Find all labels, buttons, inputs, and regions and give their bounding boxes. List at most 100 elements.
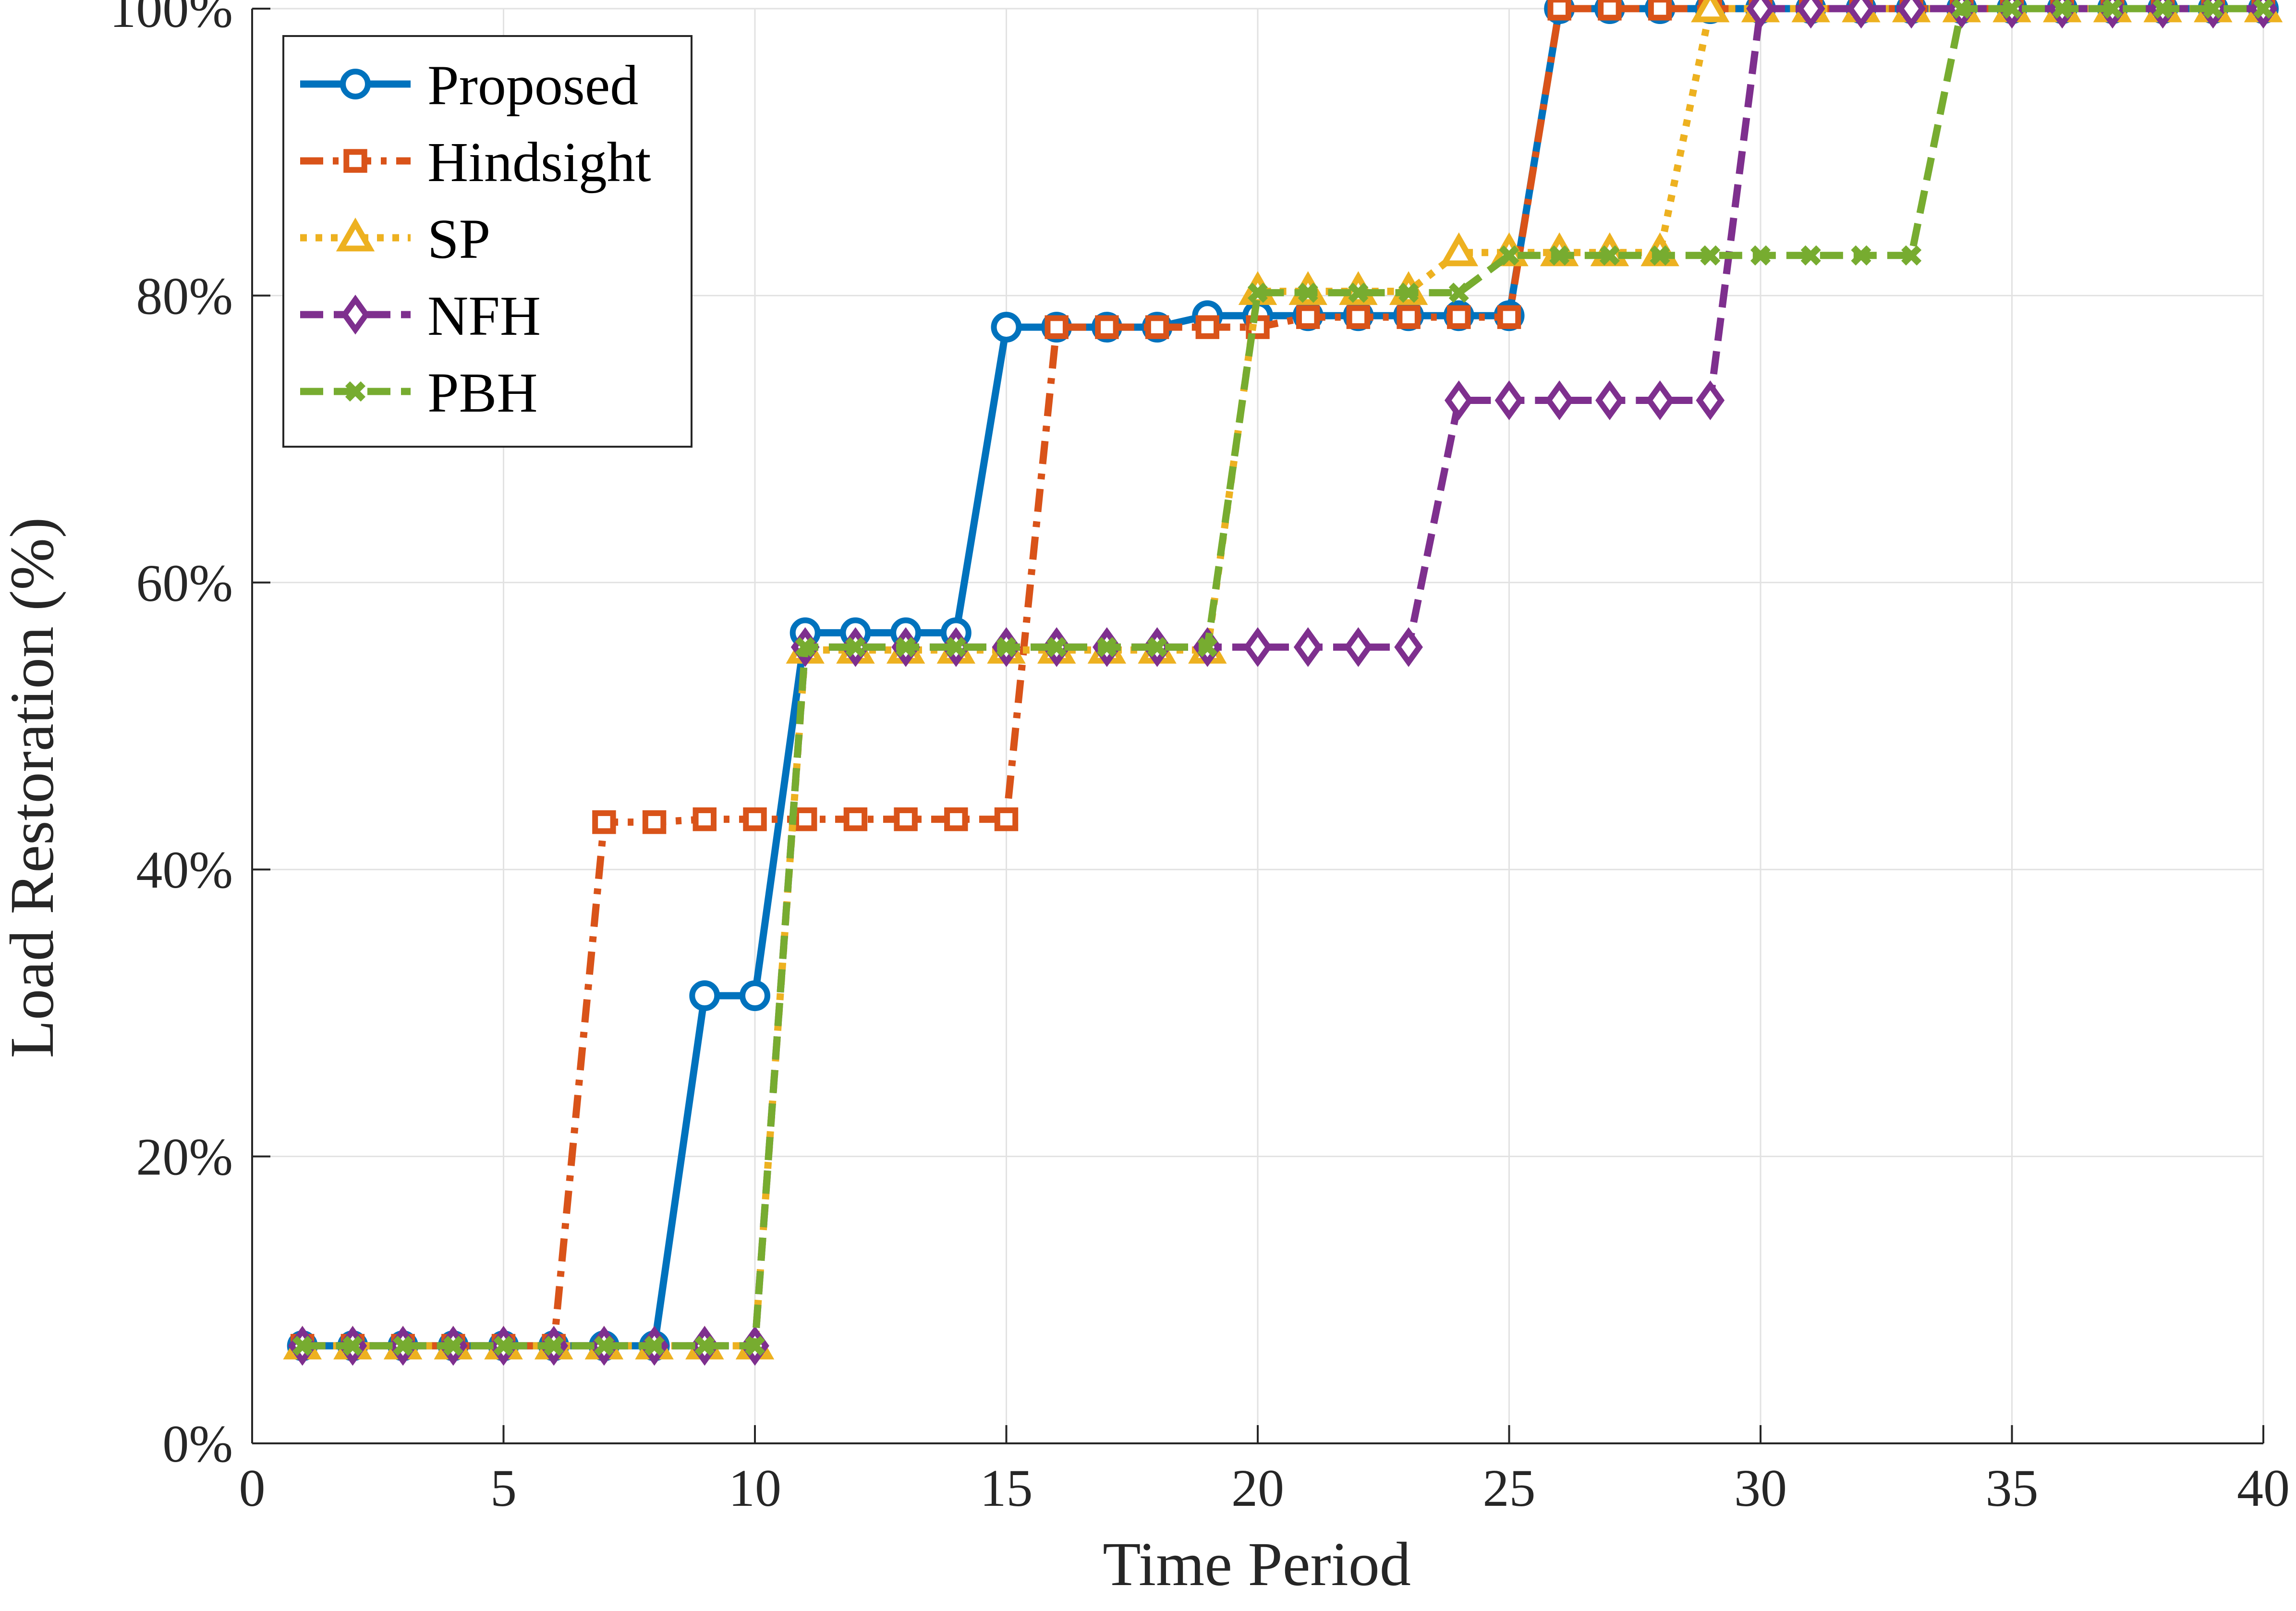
data-point-pbh: [1650, 245, 1670, 266]
data-point-hindsight: [1497, 305, 1521, 329]
data-point-hindsight: [843, 807, 868, 831]
data-point-pbh: [2253, 0, 2274, 19]
y-tick-label: 60%: [136, 554, 233, 612]
y-tick-label: 0%: [162, 1415, 233, 1473]
data-point-proposed: [689, 980, 720, 1012]
data-point-nfh: [1897, 0, 1926, 29]
y-axis-title: Load Restoration (%): [0, 517, 67, 1058]
data-point-hindsight: [592, 810, 616, 834]
data-point-hindsight: [692, 807, 717, 831]
data-point-pbh: [2002, 0, 2022, 19]
data-point-nfh: [1645, 380, 1675, 420]
data-point-pbh: [795, 637, 815, 658]
data-point-pbh: [443, 1335, 463, 1356]
data-point-hindsight: [793, 807, 817, 831]
data-point-pbh: [342, 1335, 363, 1356]
data-point-hindsight: [944, 807, 968, 831]
data-point-pbh: [694, 1335, 715, 1356]
data-point-pbh: [1951, 0, 1972, 19]
data-point-pbh: [1398, 282, 1419, 303]
data-point-hindsight: [642, 810, 667, 834]
data-point-nfh: [1344, 627, 1373, 667]
data-point-pbh: [896, 637, 916, 658]
data-point-nfh: [1394, 627, 1423, 667]
legend-label: Hindsight: [427, 131, 651, 194]
data-point-pbh: [393, 1335, 413, 1356]
data-point-hindsight: [1296, 305, 1320, 329]
data-point-pbh: [996, 637, 1017, 658]
data-point-nfh: [1696, 380, 1725, 420]
data-point-pbh: [1298, 282, 1318, 303]
data-point-nfh: [1545, 380, 1574, 420]
data-point-pbh: [2052, 0, 2073, 19]
x-tick-label: 30: [1734, 1459, 1787, 1517]
data-point-hindsight: [1346, 305, 1371, 329]
data-point-nfh: [1746, 0, 1775, 29]
x-tick-label: 25: [1483, 1459, 1536, 1517]
data-point-pbh: [1499, 245, 1519, 266]
data-point-pbh: [2203, 0, 2223, 19]
data-point-pbh: [1750, 245, 1771, 266]
x-tick-label: 40: [2237, 1459, 2290, 1517]
y-tick-label: 80%: [136, 267, 233, 325]
data-point-hindsight: [994, 807, 1019, 831]
data-point-pbh: [744, 1335, 765, 1356]
legend-marker: [343, 149, 367, 173]
data-point-proposed: [991, 312, 1022, 343]
y-tick-label: 100%: [109, 0, 233, 38]
data-point-proposed: [740, 980, 770, 1012]
data-point-hindsight: [1397, 305, 1421, 329]
legend: Proposed Hindsight SP NFH PBH: [282, 35, 692, 448]
data-point-pbh: [644, 1335, 665, 1356]
legend-label: PBH: [427, 361, 538, 424]
data-point-hindsight: [1095, 315, 1119, 339]
data-point-pbh: [1046, 637, 1067, 658]
legend-entry-pbh: PBH: [300, 361, 538, 424]
data-point-pbh: [1247, 282, 1268, 303]
legend-marker: [341, 294, 370, 335]
x-tick-label: 20: [1231, 1459, 1284, 1517]
data-point-hindsight: [743, 807, 767, 831]
y-tick-label: 20%: [136, 1128, 233, 1186]
data-point-pbh: [1348, 282, 1369, 303]
data-point-pbh: [1549, 245, 1570, 266]
legend-label: NFH: [427, 284, 541, 347]
data-point-pbh: [2102, 0, 2123, 19]
data-point-nfh: [1243, 627, 1272, 667]
data-point-sp: [1691, 0, 1730, 23]
data-point-pbh: [1147, 637, 1167, 658]
data-point-hindsight: [894, 807, 918, 831]
x-tick-label: 0: [239, 1459, 266, 1517]
legend-marker: [336, 218, 375, 252]
data-point-hindsight: [1447, 305, 1471, 329]
data-point-hindsight: [1648, 0, 1672, 21]
legend-marker: [345, 381, 366, 402]
legend-entry-proposed: Proposed: [300, 54, 638, 117]
legend-label: SP: [427, 207, 490, 270]
data-point-hindsight: [1598, 0, 1622, 21]
legend-label: Proposed: [427, 54, 638, 117]
x-tick-label: 10: [729, 1459, 781, 1517]
data-point-pbh: [946, 637, 966, 658]
x-tick-label: 35: [1986, 1459, 2039, 1517]
x-axis-title: Time Period: [1103, 1530, 1411, 1599]
data-point-pbh: [544, 1335, 564, 1356]
series-layer: [283, 0, 2283, 1366]
x-tick-label: 15: [980, 1459, 1033, 1517]
data-point-pbh: [1901, 245, 1922, 266]
series-line-pbh: [302, 5, 2263, 1350]
y-tick-label: 40%: [136, 841, 233, 899]
tick-labels: 0 5 10 15 20 25 30 35 40 0% 20% 40% 60% 80% 100%: [109, 0, 2290, 1517]
data-point-pbh: [594, 1335, 614, 1356]
data-point-pbh: [1448, 282, 1469, 303]
x-tick-label: 5: [490, 1459, 517, 1517]
data-point-pbh: [1197, 637, 1218, 658]
data-point-nfh: [1494, 380, 1524, 420]
data-point-nfh: [1444, 380, 1473, 420]
axes: [251, 8, 2264, 1444]
legend-entry-hindsight: Hindsight: [300, 131, 651, 194]
series-line-nfh: [302, 5, 2263, 1350]
data-point-pbh: [845, 637, 866, 658]
data-point-pbh: [1700, 245, 1721, 266]
